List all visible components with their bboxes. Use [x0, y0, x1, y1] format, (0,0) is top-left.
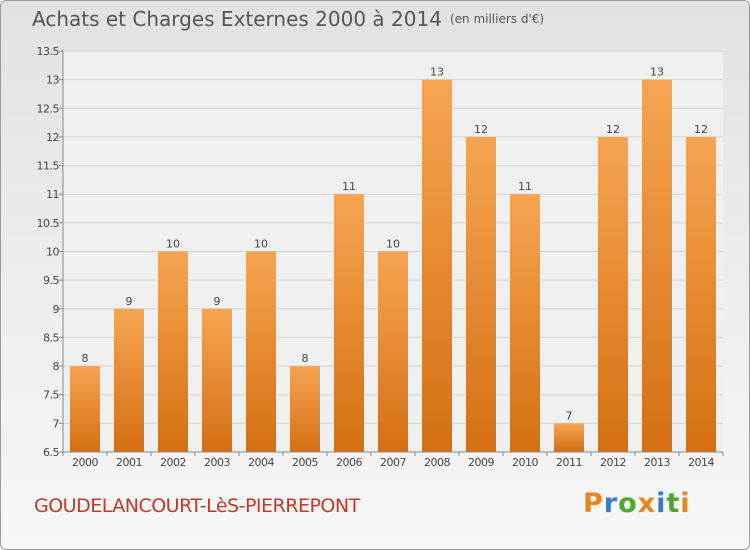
x-tick-label: 2002: [160, 456, 186, 469]
x-tick-label: 2011: [556, 456, 582, 469]
x-tick-label: 2012: [600, 456, 626, 469]
value-labels: 8 9 10 9 10 8 11 10 13 12 11 7 12 13 12: [82, 66, 709, 423]
data-label: 13: [650, 66, 664, 79]
x-tick-label: 2006: [336, 456, 362, 469]
chart-title: Achats et Charges Externes 2000 à 2014 (e…: [32, 7, 544, 31]
bar: [686, 136, 716, 452]
chart-subtitle: (en milliers d'€): [449, 12, 545, 26]
bar: [158, 251, 188, 452]
y-tick-label: 8.5: [43, 331, 59, 344]
x-tick-label: 2008: [424, 456, 450, 469]
y-tick-label: 6.5: [43, 446, 59, 459]
data-label: 12: [474, 123, 488, 136]
data-label: 10: [254, 238, 268, 251]
x-axis: 2000 2001 2002 2003 2004 2005 2006 2007 2008 2009…: [62, 451, 724, 469]
y-tick-label: 12.5: [37, 102, 60, 115]
bar: [642, 79, 672, 453]
data-label: 12: [694, 123, 708, 136]
bar: [378, 251, 408, 452]
bar: [422, 79, 452, 453]
bar: [246, 251, 276, 452]
data-label: 10: [386, 238, 400, 251]
x-tick-label: 2001: [116, 456, 142, 469]
bar: [334, 194, 364, 452]
y-tick-label: 12: [46, 131, 59, 144]
bar: [290, 366, 320, 452]
y-tick-label: 11: [46, 188, 59, 201]
x-tick-label: 2004: [248, 456, 274, 469]
x-tick-label: 2014: [688, 456, 714, 469]
y-tick-label: 13: [46, 74, 59, 87]
x-tick-label: 2010: [512, 456, 538, 469]
bars: [70, 79, 716, 453]
y-tick-label: 7: [53, 417, 60, 430]
chart-title-text: Achats et Charges Externes 2000 à 2014: [32, 7, 442, 31]
bar: [554, 423, 584, 452]
y-tick-label: 9: [53, 303, 60, 316]
bar: [466, 136, 496, 452]
x-tick-label: 2003: [204, 456, 230, 469]
data-label: 8: [302, 352, 309, 365]
y-tick-label: 13.5: [37, 45, 60, 58]
data-label: 12: [606, 123, 620, 136]
y-tick-label: 7.5: [43, 389, 59, 402]
bar: [114, 308, 144, 452]
data-label: 11: [518, 180, 532, 193]
x-tick-label: 2000: [72, 456, 98, 469]
commune-name: GOUDELANCOURT-LèS-PIERREPONT: [34, 495, 360, 517]
x-tick-label: 2005: [292, 456, 318, 469]
data-label: 10: [166, 238, 180, 251]
bar: [598, 136, 628, 452]
y-tick-label: 8: [53, 360, 60, 373]
bar: [202, 308, 232, 452]
bar: [70, 366, 100, 452]
data-label: 11: [342, 180, 356, 193]
data-label: 7: [566, 409, 573, 422]
x-tick-label: 2013: [644, 456, 670, 469]
data-label: 8: [82, 352, 89, 365]
data-label: 13: [430, 66, 444, 79]
x-tick-label: 2009: [468, 456, 494, 469]
y-tick-label: 11.5: [37, 160, 60, 173]
data-label: 9: [214, 295, 221, 308]
bar: [510, 194, 540, 452]
data-label: 9: [126, 295, 133, 308]
y-tick-label: 10.5: [37, 217, 60, 230]
proxiti-logo: Proxiti: [583, 488, 691, 519]
x-tick-label: 2007: [380, 456, 406, 469]
y-axis: 6.5 7 7.5 8 8.5 9 9.5 10 10.5 11 11.5 12 12.5 13 13.5: [37, 45, 64, 459]
y-tick-label: 10: [46, 246, 59, 259]
y-tick-label: 9.5: [43, 274, 59, 287]
